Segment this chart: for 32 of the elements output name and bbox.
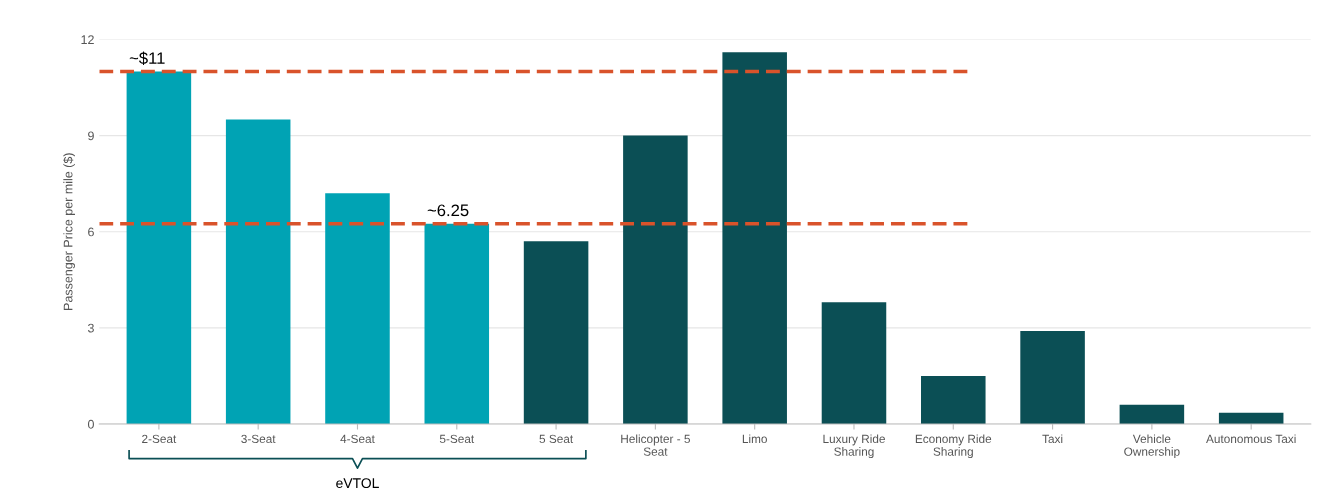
bar [623,135,688,424]
bar [722,52,787,424]
bar [523,241,589,424]
bar [126,71,192,424]
x-tick-label: Helicopter - 5 Seat [621,434,690,456]
x-tick-label: 3-Seat [241,434,276,444]
annotation: ~6.25 [427,204,469,217]
x-tick-label: Economy Ride Sharing [915,434,992,459]
x-tick-label: 5 Seat [539,434,574,444]
x-tick-label: Luxury Ride Sharing [823,434,885,459]
y-tick-label: 6 [88,227,94,237]
bar [325,193,390,424]
bar [821,302,887,424]
x-tick-label: Taxi [1042,434,1063,444]
x-tick-label: Vehicle Ownership [1124,434,1180,459]
x-tick-label: Autonomous Taxi [1206,434,1296,444]
y-tick-label: 9 [88,131,94,141]
y-axis-title: Passenger Price per mile ($) [63,153,75,310]
x-tick-label: 4-Seat [340,434,375,444]
y-tick-label: 0 [87,419,94,429]
text: eVTOL [336,478,379,489]
y-tick-label: 12 [81,35,94,44]
x-tick-label: 2-Seat [142,434,177,444]
bar [921,375,986,424]
annotation: ~$11 [129,51,165,66]
bar [424,223,490,424]
bar [1020,331,1085,424]
bar [1119,404,1185,424]
y-tick-label: 3 [87,323,94,333]
bar [225,119,291,424]
x-tick-label: Limo [742,434,767,444]
x-tick-label: 5-Seat [439,434,475,444]
